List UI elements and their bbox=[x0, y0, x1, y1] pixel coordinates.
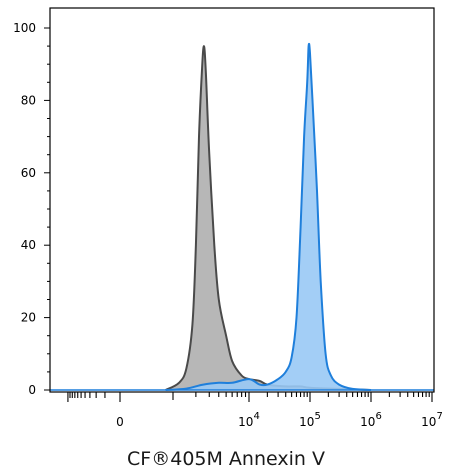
histogram-area-1 bbox=[165, 46, 371, 390]
histogram-line-2 bbox=[165, 42, 372, 391]
histogram-curves bbox=[50, 42, 434, 391]
plot-frame bbox=[49, 7, 435, 393]
histogram-area-2 bbox=[165, 43, 371, 391]
x-tick-label: 107 bbox=[421, 411, 443, 429]
x-axis: 0 104 105 106 107 bbox=[67, 392, 443, 429]
y-tick-label: 20 bbox=[21, 311, 36, 325]
y-tick-label: 0 bbox=[28, 383, 36, 397]
y-axis: 0 20 40 60 80 100 bbox=[13, 21, 50, 397]
x-tick-label: 105 bbox=[299, 411, 321, 429]
y-tick-label: 60 bbox=[21, 166, 36, 180]
x-tick-label: 104 bbox=[238, 411, 260, 429]
y-tick-label: 100 bbox=[13, 21, 36, 35]
x-tick-label: 0 bbox=[116, 415, 124, 429]
x-axis-label: CF®405M Annexin V bbox=[127, 448, 325, 470]
y-tick-label: 80 bbox=[21, 93, 36, 107]
x-tick-label: 106 bbox=[360, 411, 382, 429]
y-tick-label: 40 bbox=[21, 238, 36, 252]
